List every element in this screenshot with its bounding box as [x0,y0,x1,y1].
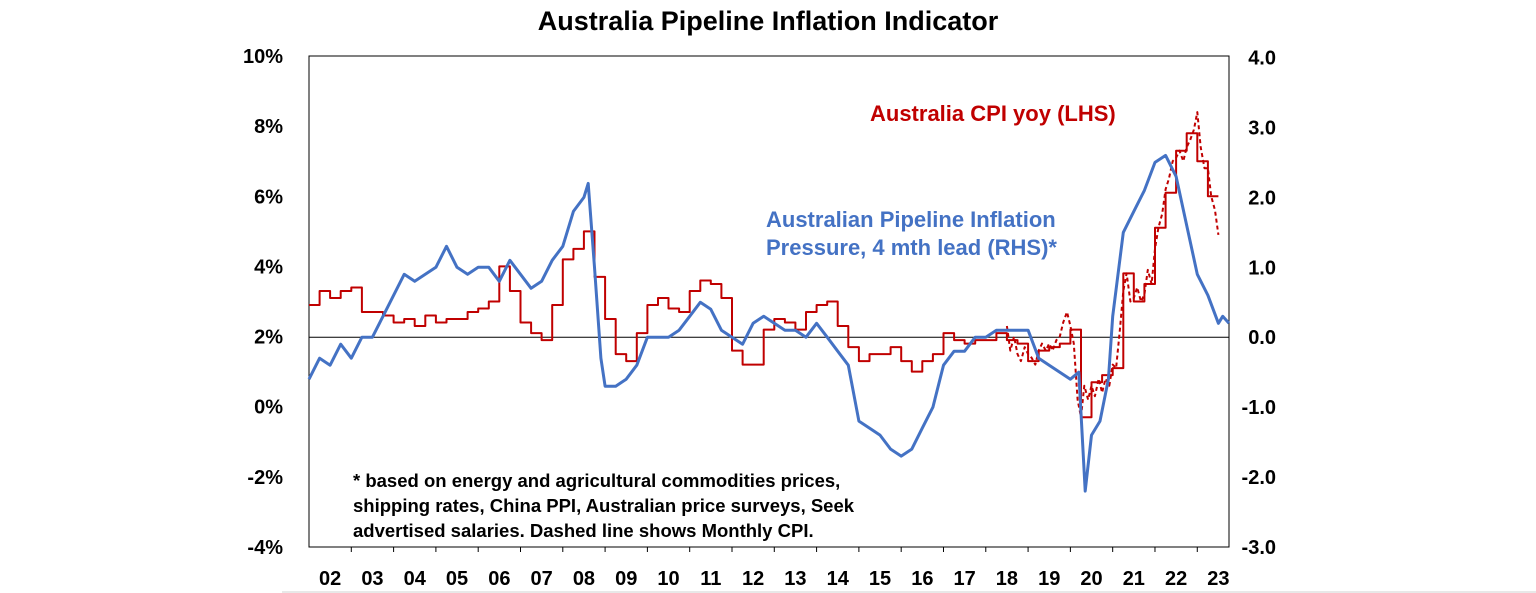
footnote-line-2: shipping rates, China PPI, Australian pr… [353,495,855,516]
right-axis: 4.0 3.0 2.0 1.0 0.0 -1.0 -2.0 -3.0 [1242,48,1276,559]
pipeline-label-line-1: Australian Pipeline Inflation [766,207,1056,232]
x-tick-label: 17 [954,568,976,590]
footnote-line-1: * based on energy and agricultural commo… [353,470,840,491]
x-tick-label: 21 [1123,568,1145,590]
x-tick-label: 20 [1080,568,1102,590]
x-tick-label: 06 [488,568,510,590]
footnote-line-3: advertised salaries. Dashed line shows M… [353,520,814,541]
x-tick-label: 12 [742,568,764,590]
plot-area [308,55,1230,548]
x-tick-label: 19 [1038,568,1060,590]
x-tick-label: 11 [700,568,721,590]
x-tick-label: 07 [531,568,553,590]
left-tick-label: 4% [254,256,283,278]
x-tick-label: 23 [1207,568,1229,590]
left-tick-label: 0% [254,397,283,419]
x-tick-label: 05 [446,568,468,590]
left-tick-label: 6% [254,186,283,208]
right-tick-label: -2.0 [1242,467,1276,489]
right-tick-label: 4.0 [1248,48,1276,70]
x-tick-label: 14 [827,568,850,590]
x-tick-label: 10 [657,568,679,590]
x-axis: 02 03 04 05 06 07 08 09 10 11 12 13 14 15 16 17 18 19 20 21… [319,547,1230,590]
chart-title: Australia Pipeline Inflation Indicator [537,6,999,36]
monthly-cpi-series-line [1005,111,1220,419]
left-tick-label: 2% [254,327,283,349]
cpi-series-line [309,132,1219,419]
right-tick-label: 0.0 [1248,327,1276,349]
right-tick-label: 1.0 [1248,257,1276,279]
x-tick-label: 02 [319,568,341,590]
left-tick-label: 8% [254,116,283,138]
right-tick-label: -1.0 [1242,397,1276,419]
pipeline-series-line [307,153,1231,493]
x-tick-label: 22 [1165,568,1187,590]
right-tick-label: 3.0 [1248,117,1276,139]
right-tick-label: 2.0 [1248,187,1276,209]
pipeline-label-line-2: Pressure, 4 mth lead (RHS)* [766,235,1057,260]
left-tick-label: -2% [247,467,283,489]
x-tick-label: 09 [615,568,637,590]
x-tick-label: 03 [361,568,383,590]
x-tick-label: 16 [911,568,933,590]
series-layer [307,111,1231,493]
left-tick-label: -4% [247,537,283,559]
x-tick-label: 04 [404,568,427,590]
x-tick-label: 15 [869,568,891,590]
cpi-label: Australia CPI yoy (LHS) [870,101,1116,126]
x-tick-label: 13 [784,568,806,590]
left-tick-label: 10% [243,46,283,68]
right-tick-label: -3.0 [1242,537,1276,559]
left-axis: 10% 8% 6% 4% 2% 0% -2% -4% [243,46,283,559]
x-tick-label: 18 [996,568,1018,590]
x-tick-label: 08 [573,568,595,590]
